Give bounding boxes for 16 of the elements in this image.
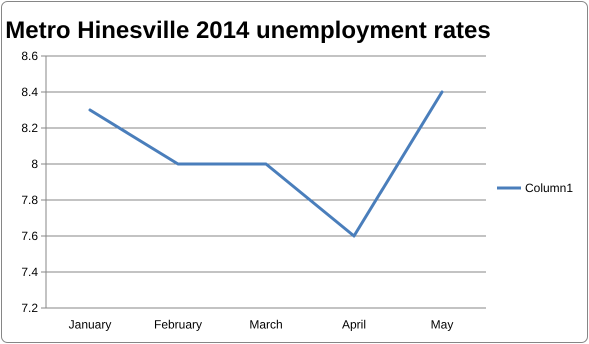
x-tick-label: April (342, 318, 366, 332)
y-tick-label: 7.6 (21, 228, 38, 243)
x-tick-label: January (68, 318, 112, 332)
line-series (88, 90, 444, 238)
y-tick-label: 7.2 (21, 300, 38, 315)
y-tick-label: 8.4 (21, 84, 38, 99)
legend-label: Column1 (525, 181, 574, 195)
y-tick-label: 7.8 (21, 192, 38, 207)
y-tick-label: 7.4 (21, 264, 38, 279)
x-tick-label: February (154, 318, 202, 332)
x-tick-label: May (430, 318, 454, 332)
y-tick-label: 8 (31, 156, 38, 171)
y-tick-label: 8.2 (21, 120, 38, 135)
y-tick-label: 8.6 (21, 48, 38, 63)
chart-title: Metro Hinesville 2014 unemployment rates (5, 17, 491, 44)
x-tick-label: March (249, 318, 283, 332)
